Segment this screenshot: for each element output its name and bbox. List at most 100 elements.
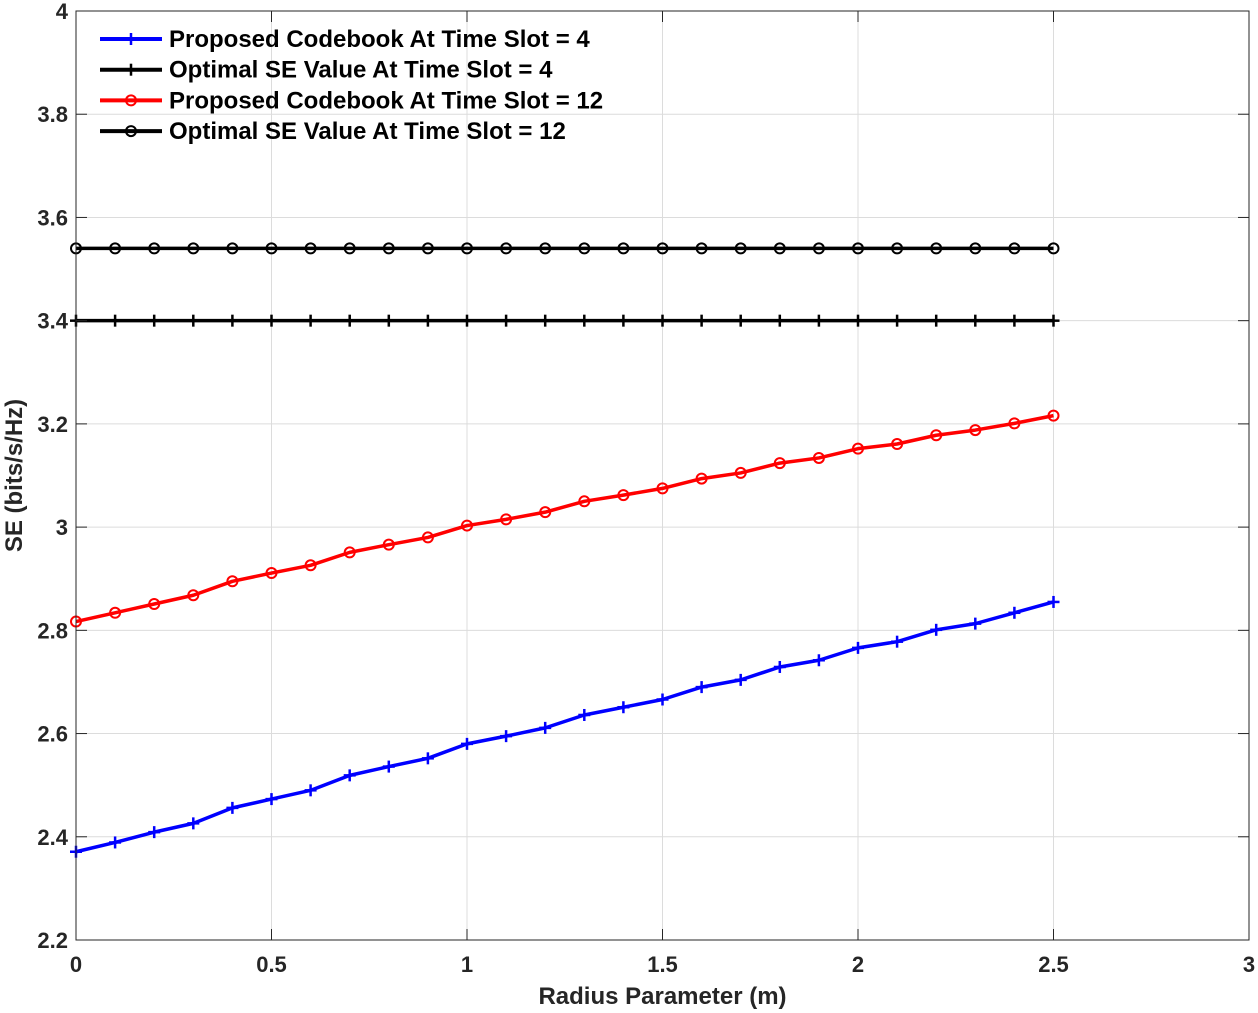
data-point [148,598,161,611]
data-point [969,617,982,630]
data-point [734,242,747,255]
data-point [773,242,786,255]
y-tick-label: 2.4 [37,825,68,850]
y-tick-label: 2.8 [37,618,68,643]
data-point [382,242,395,255]
data-point [695,314,708,327]
x-tick-label: 1.5 [647,952,678,977]
data-point [500,730,513,743]
legend-swatch-marker [125,63,137,76]
data-point [852,442,864,455]
data-point [734,673,747,686]
data-point [812,654,825,667]
data-point [187,242,200,255]
data-point [578,708,591,721]
series-line [75,413,1054,624]
data-point [578,314,591,327]
legend-label: Optimal SE Value At Time Slot = 4 [169,57,553,84]
x-axis-label: Radius Parameter (m) [538,983,786,1010]
series-4 [70,242,1060,255]
x-tick-label: 3 [1243,952,1255,977]
data-point [969,424,982,437]
x-tick-label: 2.5 [1038,952,1069,977]
data-point [852,641,864,654]
data-point [343,242,356,255]
series-2 [70,314,1060,327]
data-point [265,567,278,580]
series-layer [70,242,1060,858]
data-point [226,314,239,327]
data-point [773,660,786,673]
series-line [75,600,1054,854]
data-point [969,242,982,255]
data-point [304,559,317,572]
data-point [109,314,122,327]
data-point [969,314,982,327]
data-point [148,826,161,839]
data-point [656,314,669,327]
data-point [148,242,161,255]
data-point [304,314,317,327]
data-point [891,635,904,648]
y-tick-label: 3.8 [37,102,68,127]
x-tick-label: 2 [852,952,864,977]
data-point [695,242,708,255]
data-point [539,242,552,255]
series-3 [70,409,1060,628]
data-point [343,769,356,782]
data-point [773,457,786,470]
data-point [109,836,122,849]
data-point [1008,314,1021,327]
legend-item: Proposed Codebook At Time Slot = 12 [100,87,603,114]
data-point [930,242,943,255]
y-tick-label: 4 [56,0,69,24]
data-point [1008,606,1021,619]
data-point [265,314,278,327]
data-point [304,242,317,255]
data-point [1047,314,1060,327]
data-point [812,451,825,464]
x-tick-label: 0 [70,952,82,977]
data-point [1008,417,1021,430]
data-point [930,429,943,442]
x-tick-label: 1 [461,952,473,977]
data-point [265,793,278,806]
data-point [500,242,513,255]
data-point [617,314,630,327]
legend-item: Optimal SE Value At Time Slot = 4 [100,57,553,84]
series-1 [70,595,1060,858]
y-tick-label: 2.6 [37,722,68,747]
data-point [656,482,669,495]
y-tick-label: 3.6 [37,205,68,230]
data-point [656,242,669,255]
legend-label: Proposed Codebook At Time Slot = 12 [169,87,603,114]
legend-swatch-marker [125,33,137,45]
data-point [695,472,708,485]
data-point [1047,409,1060,422]
data-point [812,242,825,255]
data-point [1008,242,1021,255]
data-point [461,242,473,255]
data-point [304,784,317,797]
x-tick-label: 0.5 [256,952,287,977]
data-point [930,623,943,636]
y-tick-label: 2.2 [37,928,68,953]
tick-layer: 0 0.5 1 1.5 2 2.5 3 2.2 2.4 2.6 2.8 3 3.2 3.4 3.6 3.8 4 [37,0,1255,977]
data-point [617,242,630,255]
data-point [187,314,200,327]
data-point [461,737,473,750]
data-point [539,506,552,519]
data-point [930,314,943,327]
data-point [148,314,161,327]
data-point [187,817,200,830]
data-point [812,314,825,327]
data-point [891,438,904,451]
data-point [265,242,278,255]
y-tick-label: 3.2 [37,412,68,437]
data-point [500,314,513,327]
data-point [421,314,434,327]
y-tick-label: 3.4 [37,309,68,334]
